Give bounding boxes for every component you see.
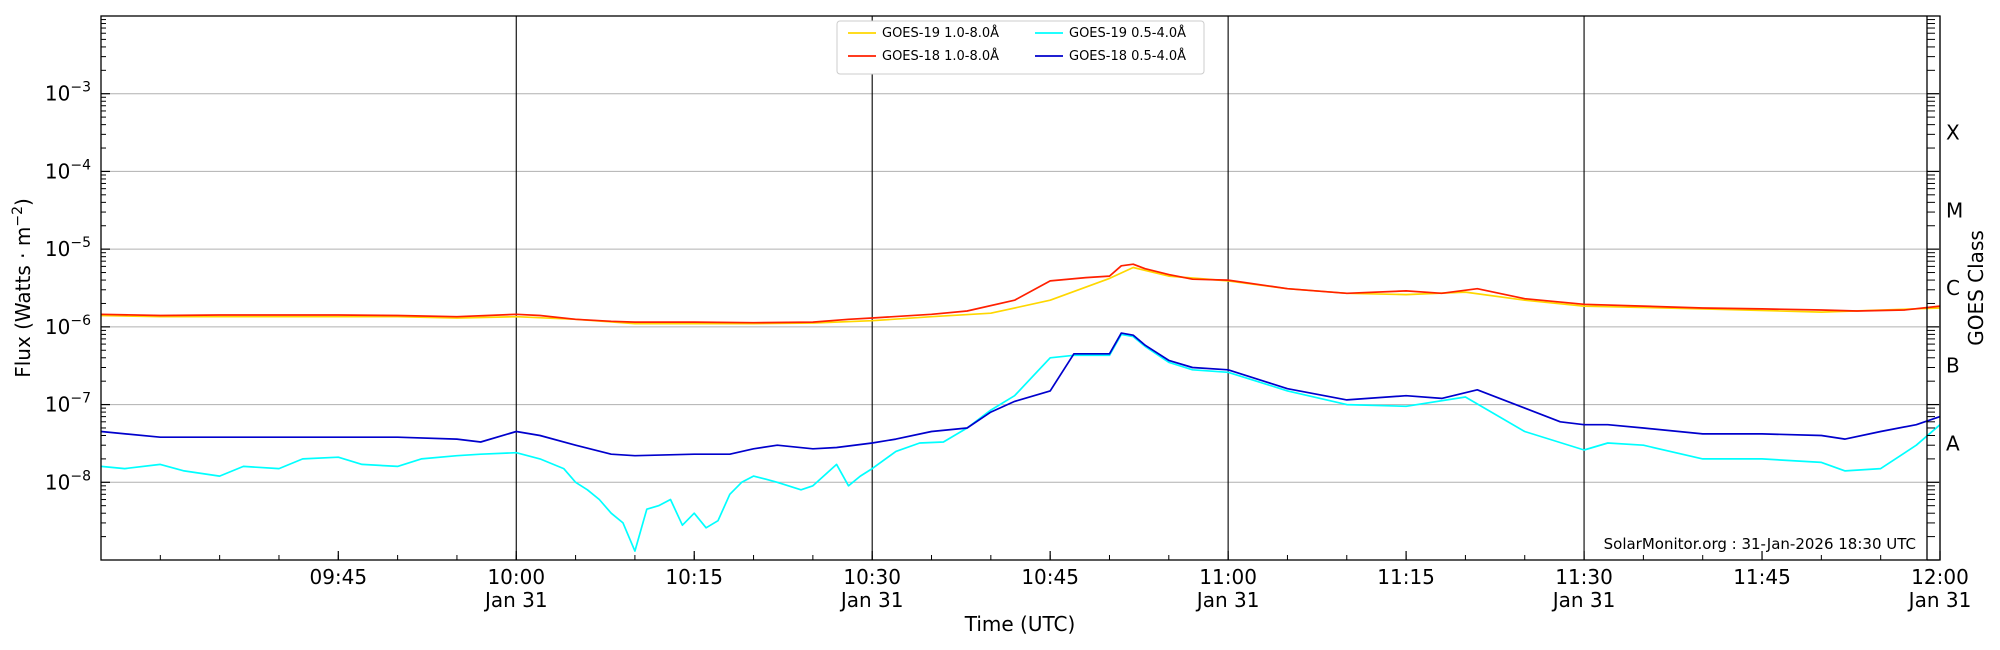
x-tick-label: 11:30 <box>1555 565 1613 589</box>
x-tick-date-label: Jan 31 <box>839 588 904 612</box>
goes-class-label: B <box>1946 354 1960 378</box>
y-tick-label: 10−5 <box>45 235 91 261</box>
y-axis-title-sup: −2 <box>10 206 26 227</box>
x-axis-title: Time (UTC) <box>964 612 1076 636</box>
y-tick-base: 10 <box>45 393 70 417</box>
y-tick-exp: −4 <box>70 157 91 173</box>
credit-text: SolarMonitor.org : 31-Jan-2026 18:30 UTC <box>1604 535 1916 553</box>
x-tick-label: 12:00 <box>1911 565 1969 589</box>
y-tick-exp: −8 <box>70 468 91 484</box>
legend-label: GOES-19 0.5-4.0Å <box>1069 25 1186 41</box>
y-tick-base: 10 <box>45 470 70 494</box>
y-tick-base: 10 <box>45 82 70 106</box>
y-tick-exp: −3 <box>70 80 91 96</box>
x-tick-label: 10:45 <box>1021 565 1079 589</box>
legend-label: GOES-18 1.0-8.0Å <box>882 48 999 64</box>
plot-area <box>101 16 1940 560</box>
legend-label: GOES-19 1.0-8.0Å <box>882 25 999 41</box>
y-tick-label: 10−6 <box>45 313 91 339</box>
legend-label: GOES-18 0.5-4.0Å <box>1069 48 1186 64</box>
y-tick-base: 10 <box>45 159 70 183</box>
goes-class-label: X <box>1946 121 1960 145</box>
x-tick-date-label: Jan 31 <box>1195 588 1260 612</box>
x-tick-date-label: Jan 31 <box>483 588 548 612</box>
series-lines <box>101 263 1940 552</box>
goes-class-labels: A B C M X <box>1946 121 1963 456</box>
y-tick-exp: −6 <box>70 313 91 329</box>
y-tick-exp: −5 <box>70 235 91 251</box>
goes-class-label: M <box>1946 198 1963 222</box>
legend: GOES-19 1.0-8.0Å GOES-18 1.0-8.0Å GOES-19 … <box>836 20 1205 75</box>
right-axis-title: GOES Class <box>1964 230 1988 346</box>
plot-frame <box>100 15 1941 561</box>
x-tick-date-label: Jan 31 <box>1907 588 1972 612</box>
y-tick-label: 10−8 <box>45 468 91 494</box>
y-tick-base: 10 <box>45 315 70 339</box>
series-line-4 <box>101 332 1940 457</box>
x-tick-label: 10:30 <box>843 565 901 589</box>
goes-class-label: A <box>1946 431 1960 455</box>
x-tick-label: 11:00 <box>1199 565 1257 589</box>
legend-items: GOES-19 1.0-8.0Å GOES-18 1.0-8.0Å GOES-19 … <box>848 25 1186 64</box>
y-axis-title: Flux (Watts · m−2) <box>10 198 35 378</box>
y-tick-label: 10−7 <box>45 391 91 417</box>
y-tick-label: 10−4 <box>45 157 91 183</box>
goes-class-label: C <box>1946 276 1960 300</box>
x-tick-label: 10:15 <box>665 565 723 589</box>
x-tick-label: 11:45 <box>1733 565 1791 589</box>
y-tick-base: 10 <box>45 237 70 261</box>
y-tick-exp: −7 <box>70 391 91 407</box>
axis-ticks <box>100 19 1941 561</box>
x-tick-date-label: Jan 31 <box>1551 588 1616 612</box>
x-tick-label: 10:00 <box>487 565 545 589</box>
y-tick-label: 10−3 <box>45 80 91 106</box>
legend-box <box>836 20 1205 75</box>
y-axis-title-close: ) <box>11 198 35 206</box>
series-line-3 <box>101 333 1940 552</box>
x-tick-label: 11:15 <box>1377 565 1435 589</box>
x-tick-label: 09:45 <box>309 565 367 589</box>
y-axis-title-main: Flux (Watts · m <box>11 227 35 378</box>
series-line-1 <box>101 266 1940 325</box>
series-line-2 <box>101 263 1940 324</box>
